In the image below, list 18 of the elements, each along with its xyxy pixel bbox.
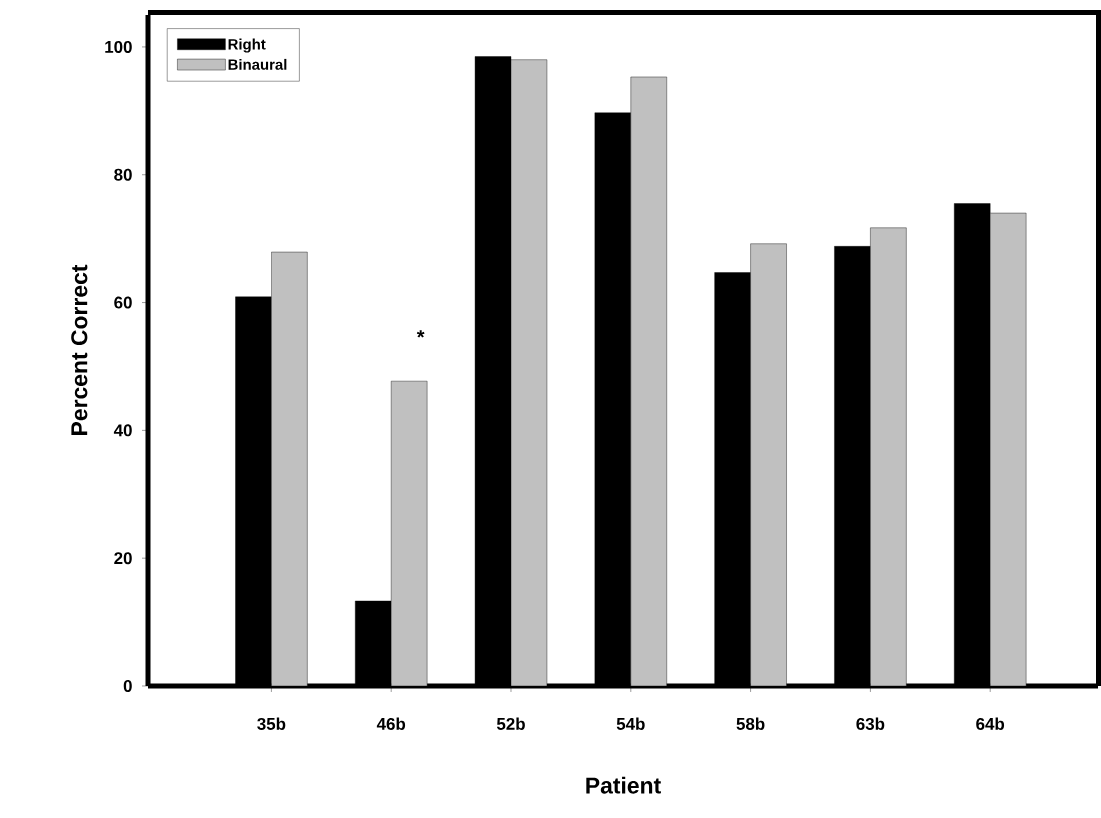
legend-label: Binaural [228,58,287,70]
x-tick-label: 52b [496,717,525,730]
x-tick-label: 35b [257,717,286,730]
x-axis-title: Patient [586,776,661,794]
y-axis-title: Percent Correct [71,264,88,435]
x-tick-label: 64b [976,717,1005,730]
y-tick-label: 80 [114,168,132,181]
x-tick-label: 58b [736,717,765,730]
legend-label: Right [228,38,266,53]
x-tick-label: 63b [856,717,885,730]
y-tick-label: 20 [114,552,132,565]
x-tick-label: 46b [376,717,406,730]
y-tick-label: 0 [123,679,132,692]
y-tick-label: 60 [114,296,132,309]
y-tick-label: 40 [113,424,132,437]
annotation: * [416,330,425,338]
y-tick-label: 100 [105,40,132,53]
x-tick-label: 54b [616,717,645,730]
